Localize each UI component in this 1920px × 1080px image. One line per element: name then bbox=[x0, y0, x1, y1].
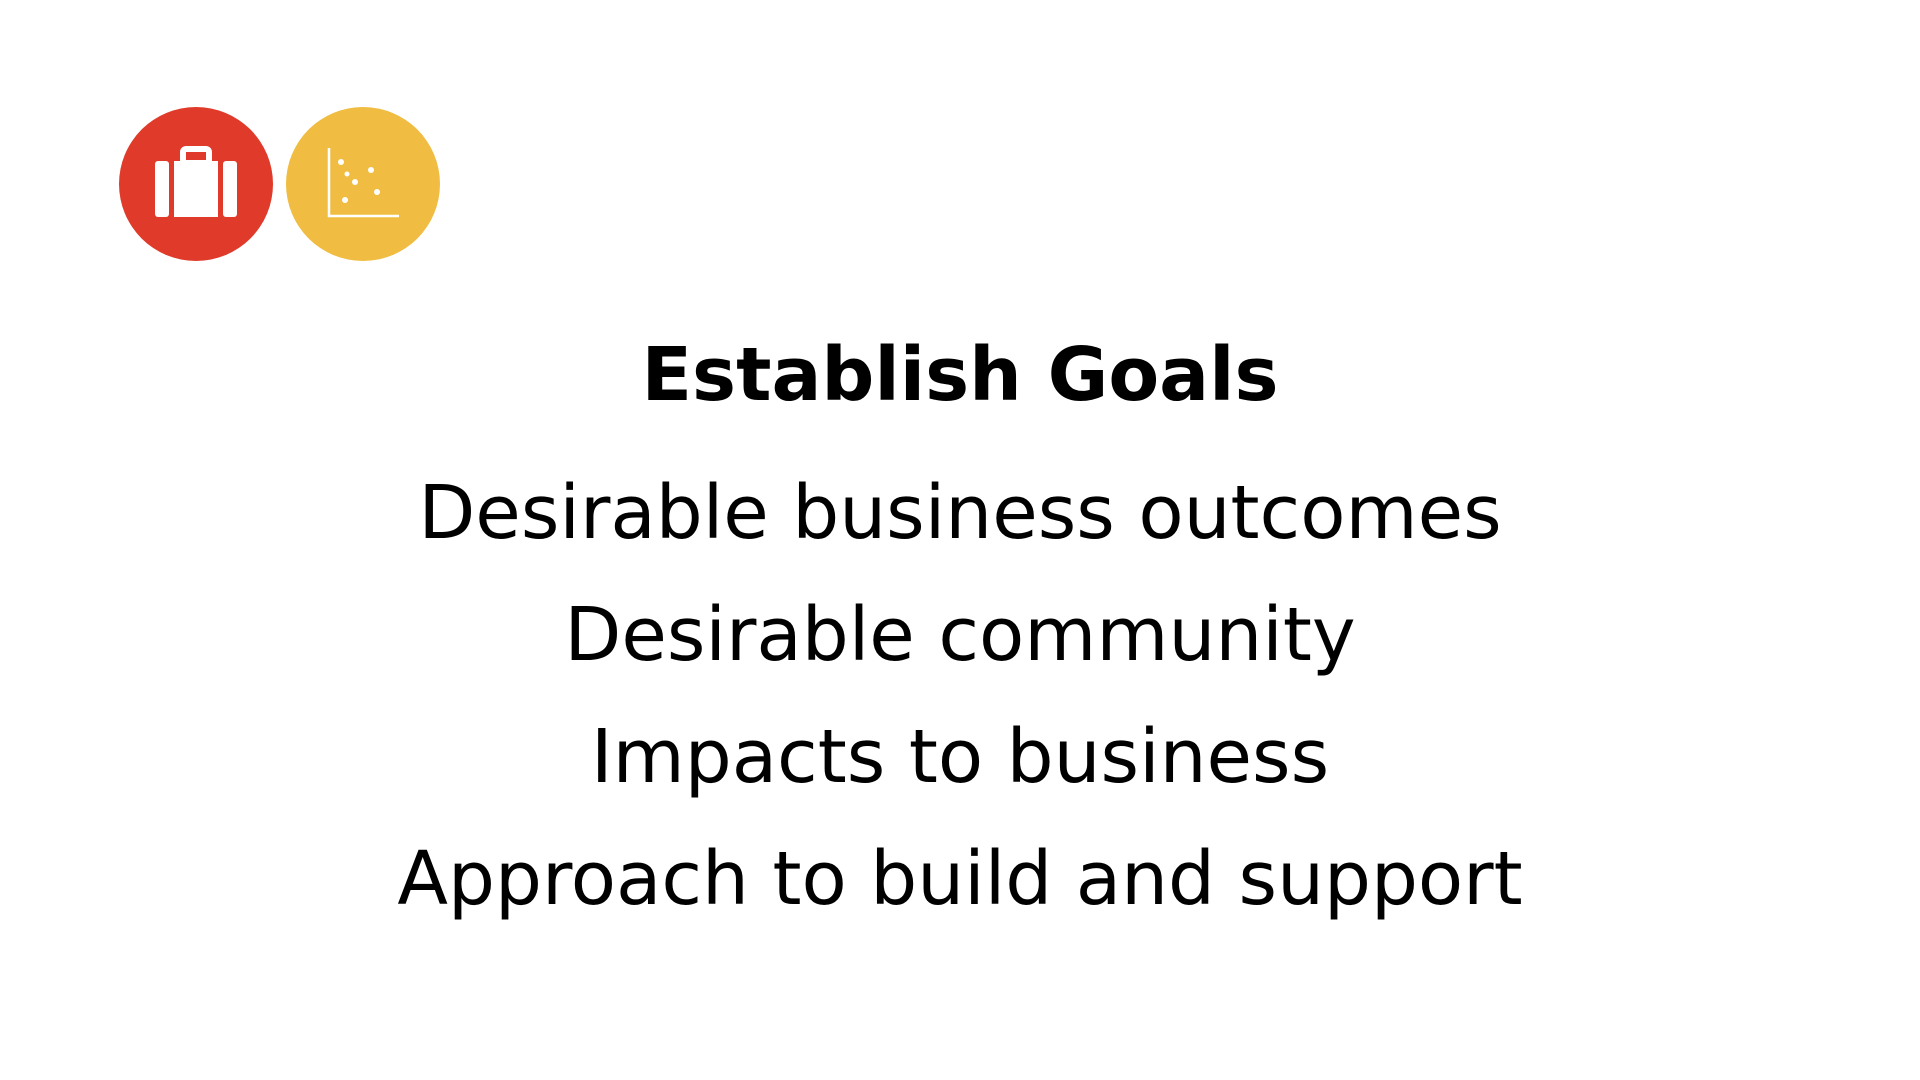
scatter-chart-glyph bbox=[327, 148, 399, 218]
scatter-chart-icon bbox=[286, 107, 440, 261]
goal-item: Desirable business outcomes bbox=[418, 470, 1502, 556]
goal-item: Impacts to business bbox=[590, 714, 1330, 800]
slide-content: Establish Goals Desirable business outco… bbox=[0, 320, 1920, 940]
briefcase-glyph bbox=[155, 146, 237, 217]
goal-list: Desirable business outcomes Desirable co… bbox=[0, 452, 1920, 940]
icon-row bbox=[119, 107, 440, 261]
goal-item: Approach to build and support bbox=[397, 836, 1523, 922]
briefcase-icon bbox=[119, 107, 273, 261]
slide-title: Establish Goals bbox=[641, 332, 1279, 418]
goal-item: Desirable community bbox=[564, 592, 1356, 678]
